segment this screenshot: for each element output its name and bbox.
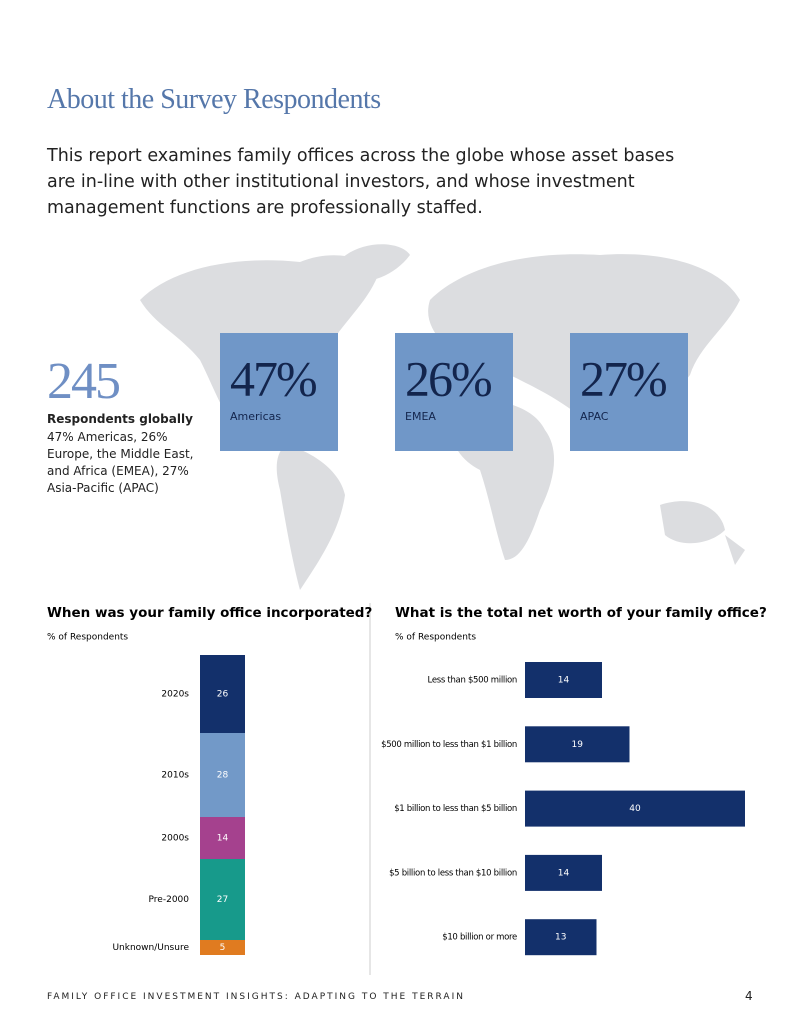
bar-label: 13 bbox=[555, 933, 566, 943]
bar bbox=[525, 790, 745, 827]
chart-subtitle: % of Respondents bbox=[395, 633, 476, 643]
bar-segment bbox=[200, 655, 245, 733]
bar-segment bbox=[200, 940, 245, 955]
bar-segment bbox=[200, 733, 245, 817]
segment-label: 26 bbox=[217, 690, 229, 700]
bar-label: 14 bbox=[558, 868, 570, 878]
intro-text: This report examines family offices acro… bbox=[47, 146, 675, 218]
category-label: 2020s bbox=[161, 690, 189, 700]
total-respondents: 245 bbox=[47, 353, 121, 410]
region-value: 27% bbox=[580, 350, 666, 406]
category-label: $500 million to less than $1 billion bbox=[381, 740, 517, 750]
region-box bbox=[570, 333, 688, 451]
page-title: About the Survey Respondents bbox=[47, 84, 381, 115]
category-label: Less than $500 million bbox=[428, 676, 517, 686]
category-label: Pre-2000 bbox=[149, 895, 190, 905]
region-label: APAC bbox=[580, 410, 609, 423]
chart-title: When was your family office incorporated… bbox=[47, 605, 372, 621]
bar bbox=[525, 854, 602, 891]
region-label: EMEA bbox=[405, 410, 436, 423]
region-value: 26% bbox=[405, 350, 491, 406]
bar bbox=[525, 919, 597, 956]
category-label: 2010s bbox=[161, 771, 189, 781]
bar bbox=[525, 662, 602, 698]
region-label: Americas bbox=[230, 410, 281, 423]
bar-label: 19 bbox=[572, 740, 584, 750]
category-label: $10 billion or more bbox=[442, 933, 517, 943]
segment-label: 14 bbox=[217, 834, 229, 844]
category-label: $5 billion to less than $10 billion bbox=[389, 868, 517, 878]
bar-segment bbox=[200, 859, 245, 940]
segment-label: 5 bbox=[220, 943, 226, 953]
category-label: 2000s bbox=[161, 834, 189, 844]
respondents-text: 47% Americas, 26% Europe, the Middle Eas… bbox=[47, 430, 194, 495]
page-number: 4 bbox=[745, 989, 753, 1003]
region-box bbox=[220, 333, 338, 451]
footer-text: FAMILY OFFICE INVESTMENT INSIGHTS: ADAPT… bbox=[47, 992, 465, 1002]
chart-subtitle: % of Respondents bbox=[47, 633, 128, 643]
bar-label: 40 bbox=[629, 804, 641, 814]
bar-label: 14 bbox=[558, 676, 570, 686]
category-label: $1 billion to less than $5 billion bbox=[394, 804, 517, 814]
segment-label: 27 bbox=[217, 895, 228, 905]
respondents-label: Respondents globally bbox=[47, 412, 193, 426]
region-value: 47% bbox=[230, 350, 316, 406]
bar bbox=[525, 726, 630, 763]
segment-label: 28 bbox=[217, 771, 229, 781]
region-box bbox=[395, 333, 513, 451]
bar-segment bbox=[200, 817, 245, 859]
category-label: Unknown/Unsure bbox=[112, 943, 189, 953]
chart-title: What is the total net worth of your fami… bbox=[395, 605, 767, 621]
